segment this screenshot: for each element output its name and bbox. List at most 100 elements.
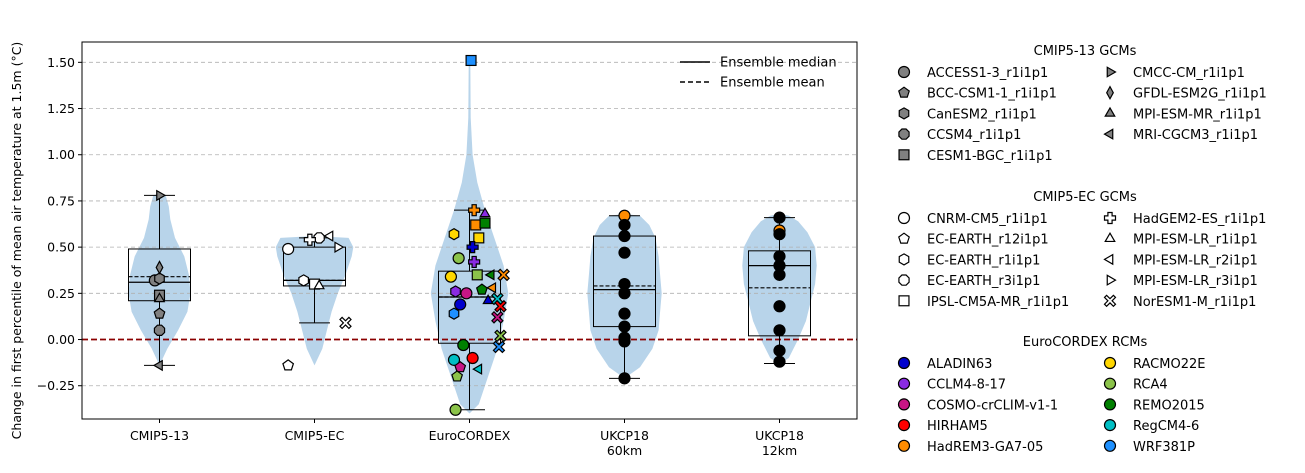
point-4-6 [773,300,786,313]
point-2-6 [466,351,479,365]
xtick-label-4: UKCP18 12km [755,428,804,458]
point-3-6 [618,307,631,320]
legend-label-2-1-0: RACMO22E [1133,357,1205,372]
legend-marker-1-1-2 [1103,253,1114,266]
legend-label-2-1-4: WRF381P [1133,440,1195,455]
legend-label-1-0-1: EC-EARTH_r12i1p1 [927,233,1049,248]
legend-marker-0-0-0 [897,65,911,79]
legend-marker-0-1-3 [1103,128,1114,140]
legend-label-0-0-1: BCC-CSM1-1_r1i1p1 [927,87,1057,102]
legend-marker-2-0-1 [897,377,911,390]
legend-marker-0-0-3 [898,128,910,140]
xtick-label-line: EuroCORDEX [429,428,511,443]
line-legend: Ensemble median Ensemble mean [680,56,837,91]
data-points [148,54,786,416]
legend-marker-1-1-1 [1104,231,1116,243]
point-2-20 [494,299,507,313]
point-2-11 [465,54,477,67]
point-0-6 [155,260,164,275]
legend-marker-2-1-0 [1103,356,1117,370]
legend-label-1-0-0: CNRM-CM5_r1i1p1 [927,212,1048,227]
legend-marker-1-0-0 [897,211,911,225]
legend-title-0: CMIP5-13 GCMs [1034,44,1137,59]
legend-marker-0-0-2 [898,107,910,120]
legend-label-2-0-2: COSMO-crCLIM-v1-1 [927,398,1058,413]
legend-label-1-0-4: IPSL-CM5A-MR_r1i1p1 [927,295,1069,310]
legend-label-1-1-0: HadGEM2-ES_r1i1p1 [1133,212,1266,227]
xtick-label-line: UKCP18 [755,428,804,443]
ytick-label-1: 0.00 [47,332,75,347]
point-2-19 [492,340,506,354]
point-2-25 [468,255,481,269]
point-0-7 [153,292,166,303]
legend-marker-1-1-4 [1103,294,1117,308]
point-2-31 [449,403,462,416]
point-2-3 [454,298,467,311]
xtick-label-2: EuroCORDEX [429,428,511,443]
point-4-9 [773,355,786,368]
legend-label-0-0-3: CCSM4_r1i1p1 [927,128,1021,143]
legend-label-1-1-2: MPI-ESM-LR_r2i1p1 [1133,253,1258,268]
point-1-0 [282,242,295,256]
point-2-27 [450,285,461,298]
xtick-label-line: CMIP5-13 [130,428,189,443]
legend-label-1-1-3: MPI-ESM-LR_r3i1p1 [1133,274,1258,289]
point-3-2 [618,229,631,243]
legend-label-0-0-4: CESM1-BGC_r1i1p1 [927,149,1053,164]
legend-label-2-1-2: REMO2015 [1133,398,1205,413]
point-0-2 [154,272,165,285]
legend-label-2-0-3: HIRHAM5 [927,419,988,434]
point-2-23 [468,204,481,217]
point-2-30 [451,370,464,382]
legend-marker-1-0-3 [898,274,910,286]
point-1-9 [339,316,352,330]
legend-marker-1-0-2 [898,253,910,266]
point-2-18 [494,329,507,343]
xtick-label-1: CMIP5-EC [285,428,345,443]
point-2-29 [454,361,467,373]
xtick-label-line: CMIP5-EC [285,428,345,443]
point-2-9 [471,269,483,281]
point-1-1 [282,359,295,371]
point-2-22 [497,268,510,282]
legend-marker-2-0-2 [897,398,911,411]
point-1-3 [313,232,325,244]
legend-marker-2-1-2 [1103,398,1117,411]
point-0-5 [156,189,167,202]
point-4-5 [773,268,786,281]
ytick-label-2: 0.25 [47,286,75,301]
point-1-5 [303,233,316,246]
legend-marker-1-1-0 [1103,211,1117,225]
xtick-label-line: UKCP18 [600,428,649,443]
point-1-2 [298,274,310,287]
point-2-1 [447,353,461,366]
point-3-10 [618,372,631,385]
y-axis-label: Change in first percentile of mean air t… [9,42,24,440]
legend-marker-0-0-1 [898,86,910,98]
point-2-0 [444,270,457,283]
point-3-9 [618,335,631,348]
legend-marker-0-0-4 [898,149,910,161]
legend-label-0-0-2: CanESM2_r1i1p1 [927,107,1037,122]
point-0-3 [153,324,166,336]
point-2-21 [491,311,504,324]
point-4-7 [773,324,786,337]
ytick-label-0: −0.25 [37,378,75,393]
point-2-5 [460,287,473,300]
legend-marker-2-1-1 [1103,377,1117,390]
legend-label-0-1-1: GFDL-ESM2G_r1i1p1 [1133,87,1267,102]
legend-label-0-1-3: MRI-CGCM3_r1i1p1 [1133,128,1258,143]
line-legend-label-1: Ensemble mean [720,76,825,91]
xtick-label-3: UKCP18 60km [600,428,649,458]
y-axis-ticks: −0.25 0.00 0.25 0.50 0.75 1.00 1.25 1.50 [37,55,82,393]
point-2-13 [482,294,494,305]
ytick-label-5: 1.00 [47,147,75,162]
point-2-8 [473,232,485,244]
xtick-label-line: 60km [607,443,642,458]
legend-label-2-0-0: ALADIN63 [927,357,992,372]
legend-label-0-0-0: ACCESS1-3_r1i1p1 [927,66,1048,81]
point-4-0 [773,211,786,224]
legend-label-2-1-1: RCA4 [1133,378,1168,393]
ytick-label-4: 0.75 [47,193,75,208]
